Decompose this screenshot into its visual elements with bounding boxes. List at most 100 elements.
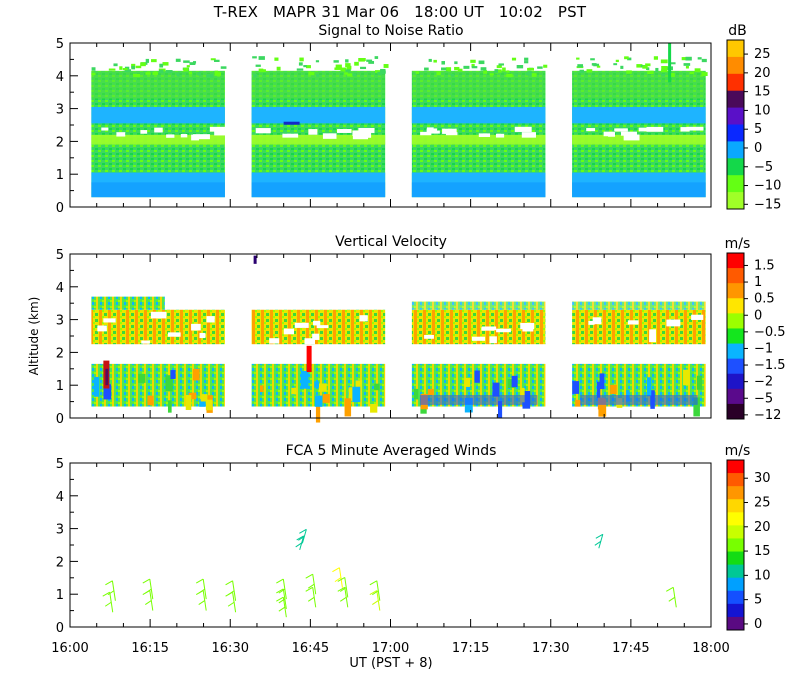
snr-speckle [670, 73, 675, 77]
snr-gap [180, 134, 188, 138]
snr-speckle [186, 65, 190, 68]
colorbar-swatch [727, 538, 744, 553]
velocity-cell [693, 397, 700, 417]
velocity-cell [374, 383, 380, 391]
snr-speckle [450, 74, 454, 77]
snr-layer-blue [572, 106, 706, 124]
velocity-speck [253, 255, 257, 264]
velocity-cell [315, 395, 323, 407]
colorbar-label: −1 [754, 341, 773, 356]
snr-speckle [131, 65, 136, 70]
colorbar-swatch [727, 253, 744, 269]
snr-speckle [159, 69, 164, 74]
wind-barb [305, 586, 317, 608]
snr-speckle [645, 63, 651, 67]
colorbar-label: −2 [754, 375, 773, 390]
velocity-cell [464, 397, 473, 413]
snr-gap [322, 133, 337, 139]
snr-speckle [502, 67, 506, 72]
colorbar-unit: dB [728, 23, 747, 39]
snr-speckle [360, 66, 367, 70]
wind-barb-flag [278, 606, 286, 612]
snr-speckle [506, 70, 510, 73]
velocity-cell [318, 383, 327, 392]
y-tick-label: 2 [56, 346, 64, 361]
velocity-block [572, 301, 706, 417]
velocity-cell [103, 384, 112, 400]
velocity-cell [464, 377, 471, 387]
snr-speckle [620, 65, 624, 69]
snr-speckle [441, 61, 446, 65]
velocity-cell [165, 375, 173, 392]
panel-title: Vertical Velocity [335, 234, 447, 250]
snr-speckle [669, 62, 676, 65]
wind-barb-flag [369, 590, 378, 596]
colorbar-swatch [727, 590, 744, 605]
wind-barb-flag [107, 590, 115, 596]
snr-speckle [145, 58, 150, 63]
velocity-gap [666, 319, 681, 327]
snr-speckle [197, 71, 201, 76]
snr-layer-light [411, 134, 546, 145]
snr-layer-low2 [251, 182, 386, 198]
snr-speckle [377, 71, 385, 75]
snr-speckle [253, 74, 257, 78]
snr-speckle [210, 58, 216, 61]
velocity-cell [188, 392, 197, 400]
wind-barb-flag [305, 586, 313, 592]
colorbar-label: 0 [754, 141, 762, 156]
y-tick-label: 0 [56, 201, 64, 216]
velocity-gap [588, 320, 595, 325]
colorbar-label: 0.5 [754, 292, 775, 307]
wind-barb [298, 528, 307, 544]
wind-barb [369, 590, 381, 611]
colorbar: m/s30 25 20 15 10 5 0 [725, 443, 771, 632]
colorbar-swatch [727, 616, 744, 631]
colorbar-label: 30 [754, 471, 771, 486]
wind-barb-flag [337, 586, 346, 592]
velocity-updraft [306, 345, 312, 373]
wind-barb [142, 590, 154, 611]
snr-speckle [298, 62, 303, 66]
x-tick-label: 18:00 [692, 641, 729, 656]
velocity-top [91, 296, 165, 310]
velocity-cell [260, 385, 264, 392]
snr-speckle [344, 72, 348, 75]
snr-speckle [368, 61, 375, 64]
wind-barb-flag [276, 588, 284, 594]
velocity-cell [205, 399, 213, 411]
snr-speckle [214, 72, 222, 76]
y-tick-label: 1 [56, 379, 64, 394]
colorbar-frame [726, 252, 745, 420]
snr-speckle [433, 59, 437, 63]
wind-barb-flag [298, 535, 305, 541]
y-tick-label: 2 [56, 555, 64, 570]
velocity-gap [691, 314, 704, 320]
colorbar-label: −10 [754, 179, 781, 194]
wind-barb-flag [337, 577, 346, 582]
snr-speckle [483, 70, 487, 74]
wind-barb [225, 591, 237, 613]
snr-gap [193, 134, 210, 140]
wind-barb-flag [195, 578, 204, 584]
x-tick-label: 17:00 [372, 641, 409, 656]
y-tick-label: 1 [56, 588, 64, 603]
snr-speckle [165, 70, 173, 74]
snr-speckle [345, 63, 351, 68]
velocity-cell [322, 394, 330, 403]
snr-speckle [494, 69, 499, 73]
snr-speckle [347, 73, 353, 77]
velocity-cell [370, 403, 378, 413]
y-axis-label: Altitude (km) [27, 297, 41, 376]
snr-speckle [681, 57, 687, 61]
velocity-gap [489, 336, 497, 344]
snr-speckle [276, 66, 281, 71]
snr-speckle [498, 63, 504, 66]
velocity-cell [572, 381, 580, 394]
snr-speckle [489, 73, 494, 76]
velocity-gap [103, 318, 116, 323]
velocity-block [91, 296, 225, 413]
snr-speckle [683, 63, 691, 66]
colorbar-label: −12 [754, 408, 781, 423]
x-tick-label: 16:00 [51, 641, 88, 656]
